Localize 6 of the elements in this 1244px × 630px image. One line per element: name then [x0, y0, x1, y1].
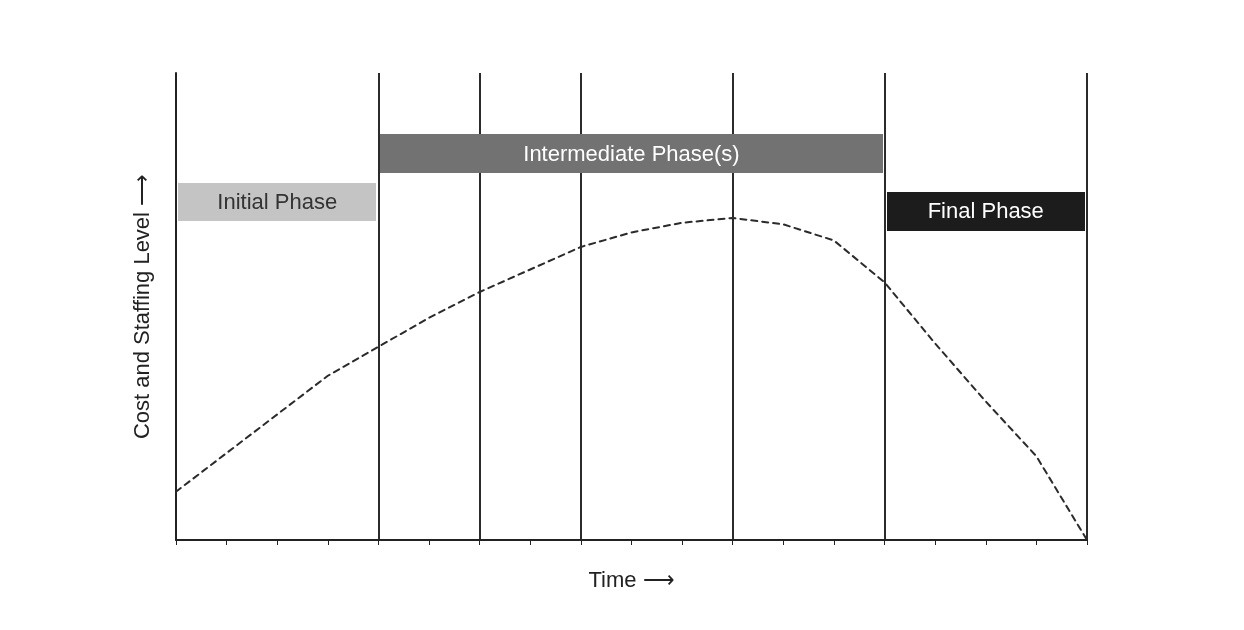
x-axis-title: Time ⟶ — [588, 566, 675, 592]
phase-header: Final Phase — [886, 192, 1085, 231]
annotation: Final Phase — [927, 198, 1044, 225]
y-axis-title: Cost and Staffing Level ⟶ — [128, 173, 154, 440]
phase-header: Initial Phase — [178, 182, 377, 222]
phase-header: Intermediate Phase(s) — [380, 134, 883, 173]
